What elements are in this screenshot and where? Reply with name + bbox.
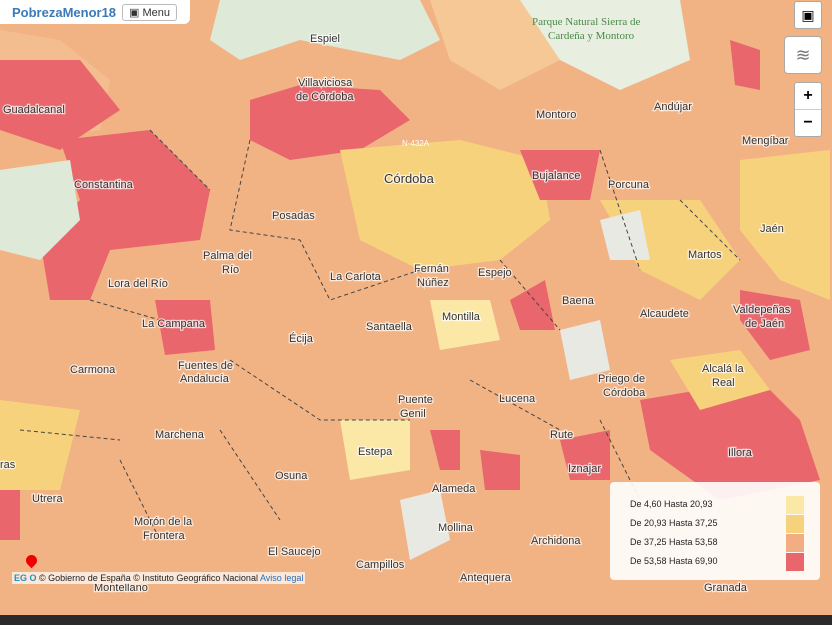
- place: de Córdoba: [296, 91, 354, 103]
- place: Real: [712, 377, 735, 389]
- place: Montilla: [442, 311, 481, 323]
- place: Illora: [728, 447, 753, 459]
- attribution-gov: © Gobierno de España: [39, 573, 131, 583]
- place: Córdoba: [384, 171, 435, 186]
- legend-item: De 37,25 Hasta 53,58: [630, 534, 806, 552]
- place: Rute: [550, 429, 573, 441]
- place: Palma del: [203, 250, 252, 262]
- legend-swatch: [786, 515, 804, 533]
- legend-item: De 53,58 Hasta 69,90: [630, 553, 806, 571]
- place: Valdepeñas: [733, 304, 791, 316]
- layers-button[interactable]: ≋: [784, 36, 822, 74]
- place: Mengíbar: [742, 135, 789, 147]
- place: Estepa: [358, 446, 393, 458]
- legend-swatch: [786, 496, 804, 514]
- place: Alcaudete: [640, 308, 689, 320]
- legend-swatch: [786, 553, 804, 571]
- place: Écija: [289, 332, 314, 345]
- taskbar: [0, 615, 832, 625]
- place: Parque Natural Sierra de: [532, 16, 641, 28]
- logo: EG O: [14, 573, 37, 583]
- place: Núñez: [417, 277, 449, 289]
- borders: [19, 129, 741, 541]
- legal-link[interactable]: Aviso legal: [259, 573, 304, 583]
- place: Frontera: [143, 530, 185, 542]
- place: de Jaén: [745, 318, 784, 330]
- attribution-ign: © Instituto Geográfico Nacional: [133, 573, 258, 583]
- place: Montellano: [94, 582, 148, 594]
- place: La Carlota: [330, 271, 382, 283]
- place: ras: [0, 459, 16, 471]
- place: Guadalcanal: [3, 104, 65, 116]
- place: Río: [222, 264, 239, 276]
- regions: [0, 0, 830, 560]
- place: Morón de la: [134, 516, 193, 528]
- place: Espiel: [310, 33, 340, 45]
- place: El Saucejo: [268, 546, 321, 558]
- legend-label: De 37,25 Hasta 53,58: [630, 537, 718, 547]
- zoom-out[interactable]: −: [803, 114, 813, 131]
- place: Lucena: [499, 393, 536, 405]
- place: Alameda: [432, 483, 476, 495]
- place: Iznajar: [568, 463, 601, 475]
- place: Puente: [398, 394, 433, 406]
- place: Campillos: [356, 559, 405, 571]
- place: Marchena: [155, 429, 205, 441]
- app-title: PobrezaMenor18: [12, 4, 117, 20]
- place: Córdoba: [603, 387, 646, 399]
- place: Villaviciosa: [298, 77, 353, 89]
- place: Antequera: [460, 572, 512, 584]
- header: PobrezaMenor18 ▣ Menu: [0, 0, 190, 24]
- place: Fernán: [414, 263, 449, 275]
- road: N-432A: [402, 139, 430, 148]
- place: Bujalance: [532, 170, 580, 182]
- place: Utrera: [32, 493, 63, 505]
- place: Constantina: [74, 179, 134, 191]
- place: Jaén: [760, 223, 784, 235]
- menu-button[interactable]: ▣ Menu: [122, 3, 178, 21]
- place-labels: Espiel Villaviciosa de Córdoba Parque Na…: [0, 16, 792, 595]
- place: Genil: [400, 408, 426, 420]
- place: Priego de: [598, 373, 645, 385]
- legend-item: De 4,60 Hasta 20,93: [630, 496, 806, 514]
- place: Andalucía: [180, 373, 230, 385]
- menu-label: Menu: [142, 6, 171, 19]
- place: Baena: [562, 295, 595, 307]
- place: Martos: [688, 249, 722, 261]
- place: Andújar: [654, 101, 692, 113]
- place: Fuentes de: [178, 360, 233, 372]
- fullscreen-button[interactable]: ▣: [794, 1, 822, 29]
- legend: De 4,60 Hasta 20,93 De 20,93 Hasta 37,25 D…: [610, 482, 820, 580]
- zoom-control: + −: [794, 82, 822, 137]
- place: Espejo: [478, 267, 512, 279]
- place: Porcuna: [608, 179, 650, 191]
- place: La Campana: [142, 318, 206, 330]
- legend-label: De 53,58 Hasta 69,90: [630, 556, 718, 566]
- legend-swatch: [786, 534, 804, 552]
- zoom-in[interactable]: +: [795, 83, 821, 110]
- place: Posadas: [272, 210, 315, 222]
- legend-label: De 20,93 Hasta 37,25: [630, 518, 718, 528]
- place: Montoro: [536, 109, 576, 121]
- place: Granada: [704, 582, 748, 594]
- place: Osuna: [275, 470, 308, 482]
- place: Cardeña y Montoro: [548, 30, 635, 42]
- legend-item: De 20,93 Hasta 37,25: [630, 515, 806, 533]
- place: Santaella: [366, 321, 413, 333]
- place: Lora del Río: [108, 278, 168, 290]
- place: Mollina: [438, 522, 474, 534]
- place: Archidona: [531, 535, 581, 547]
- attribution: EG O © Gobierno de España © Instituto Ge…: [12, 572, 306, 584]
- place: Carmona: [70, 364, 116, 376]
- place: Alcalá la: [702, 363, 744, 375]
- legend-label: De 4,60 Hasta 20,93: [630, 499, 713, 509]
